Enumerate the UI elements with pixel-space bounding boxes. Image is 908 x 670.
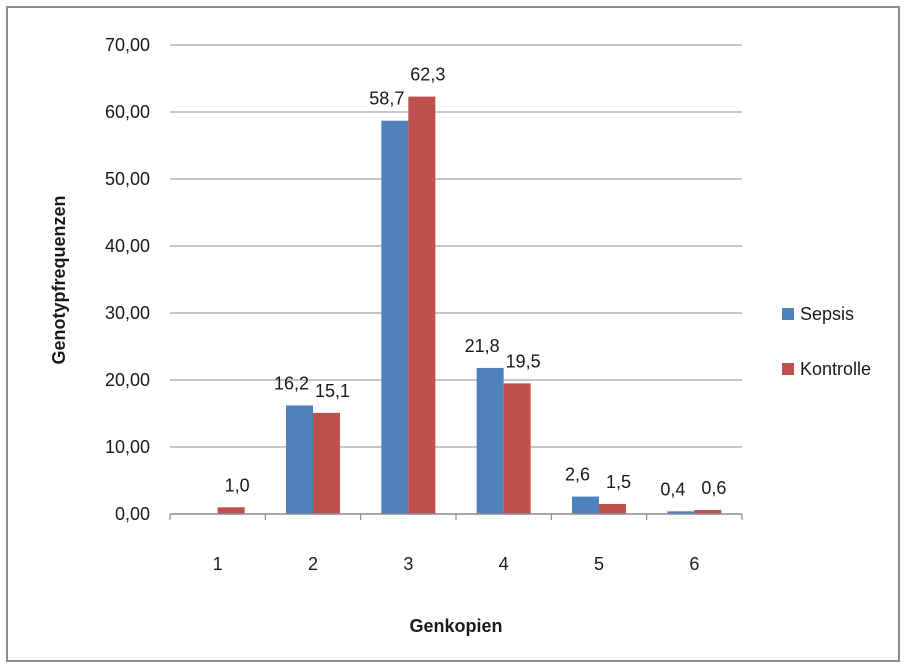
bar-kontrolle	[599, 503, 626, 514]
y-tick-labels: 0,00 10,00 20,00 30,00 40,00 50,00 60,00 70,00	[105, 35, 150, 524]
bar-sepsis	[667, 511, 695, 514]
x-tick-label: 1	[213, 554, 223, 574]
x-tick-label: 4	[499, 554, 509, 574]
bar-sepsis	[572, 496, 599, 514]
x-tick-label: 6	[689, 554, 699, 574]
data-label-kontrolle: 1,0	[225, 475, 250, 495]
legend: Sepsis Kontrolle	[782, 304, 871, 379]
y-tick-label: 20,00	[105, 370, 150, 390]
y-tick-label: 10,00	[105, 437, 150, 457]
y-axis-title: Genotypfrequenzen	[49, 195, 69, 364]
y-tick-label: 70,00	[105, 35, 150, 55]
x-tick-labels: 1 2 3 4 5 6	[213, 554, 700, 574]
bar-kontrolle	[408, 96, 436, 514]
data-label-kontrolle: 19,5	[506, 351, 541, 371]
legend-swatch-kontrolle	[782, 363, 794, 375]
chart-frame	[6, 6, 900, 662]
bar-kontrolle	[694, 509, 722, 514]
bar-sepsis	[286, 405, 313, 514]
bar-kontrolle	[217, 507, 245, 514]
axes	[169, 513, 743, 520]
bar-kontrolle	[313, 412, 340, 514]
data-label-kontrolle: 0,6	[701, 478, 726, 498]
bar-sepsis	[476, 367, 504, 514]
legend-label-kontrolle: Kontrolle	[800, 359, 871, 379]
bars	[217, 96, 722, 515]
x-tick-label: 5	[594, 554, 604, 574]
data-label-sepsis: 2,6	[565, 465, 590, 485]
data-label-sepsis: 21,8	[465, 336, 500, 356]
bar-sepsis	[381, 120, 409, 515]
data-label-kontrolle: 62,3	[410, 65, 445, 85]
data-label-sepsis: 58,7	[369, 89, 404, 109]
x-tick-label: 3	[403, 554, 413, 574]
data-label-kontrolle: 15,1	[315, 381, 350, 401]
bar-kontrolle	[503, 383, 531, 514]
data-labels: 16,2 58,7 21,8 2,6 0,4 1,0 15,1 62,3 19,5 1,5 0,6	[225, 65, 727, 500]
y-tick-label: 50,00	[105, 169, 150, 189]
data-label-kontrolle: 1,5	[606, 472, 631, 492]
y-tick-label: 30,00	[105, 303, 150, 323]
y-tick-label: 40,00	[105, 236, 150, 256]
legend-swatch-sepsis	[782, 308, 794, 320]
y-tick-label: 0,00	[115, 504, 150, 524]
legend-label-sepsis: Sepsis	[800, 304, 854, 324]
y-tick-label: 60,00	[105, 102, 150, 122]
data-label-sepsis: 16,2	[274, 373, 309, 393]
gridlines	[170, 44, 742, 448]
data-label-sepsis: 0,4	[660, 479, 685, 499]
x-tick-label: 2	[308, 554, 318, 574]
x-axis-title: Genkopien	[409, 616, 502, 636]
